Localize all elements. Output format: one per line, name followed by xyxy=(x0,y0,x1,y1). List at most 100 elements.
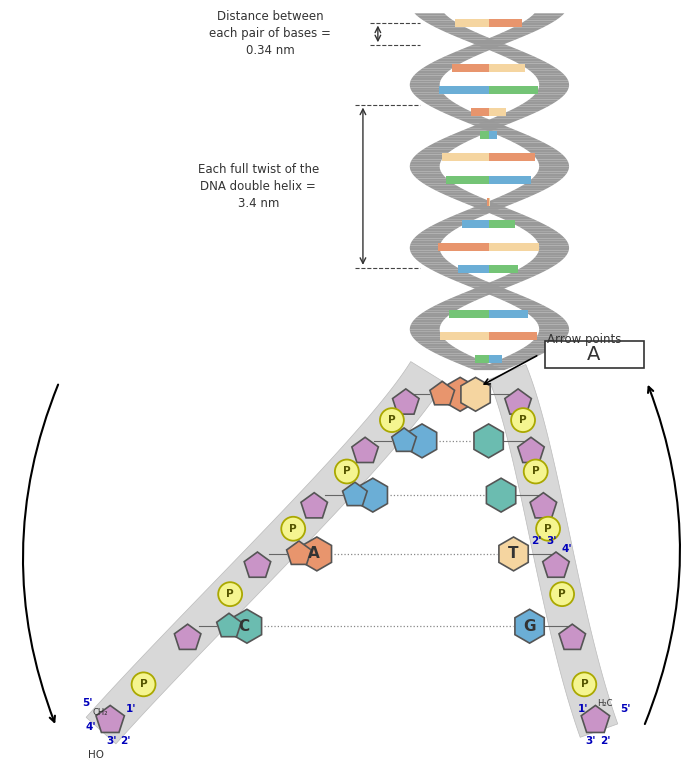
Polygon shape xyxy=(464,39,499,42)
Polygon shape xyxy=(410,246,440,248)
Polygon shape xyxy=(475,367,510,370)
Polygon shape xyxy=(436,272,471,274)
Polygon shape xyxy=(492,360,528,363)
Polygon shape xyxy=(412,336,444,339)
Polygon shape xyxy=(538,88,569,90)
Polygon shape xyxy=(441,192,476,196)
Polygon shape xyxy=(486,282,522,284)
Polygon shape xyxy=(522,265,556,267)
Polygon shape xyxy=(410,164,440,166)
Text: C: C xyxy=(238,619,250,634)
Bar xyxy=(489,243,539,251)
Polygon shape xyxy=(423,346,457,349)
Polygon shape xyxy=(462,47,498,49)
Polygon shape xyxy=(440,138,475,140)
Polygon shape xyxy=(493,133,528,136)
Polygon shape xyxy=(535,239,567,241)
Polygon shape xyxy=(422,66,456,69)
Bar xyxy=(480,131,489,139)
Polygon shape xyxy=(480,284,516,286)
Polygon shape xyxy=(532,317,565,320)
Polygon shape xyxy=(504,138,539,140)
Polygon shape xyxy=(462,209,498,212)
Polygon shape xyxy=(530,71,563,73)
Polygon shape xyxy=(530,493,556,518)
Polygon shape xyxy=(412,239,444,241)
Polygon shape xyxy=(536,172,568,174)
Polygon shape xyxy=(233,609,262,643)
Polygon shape xyxy=(498,114,533,116)
Text: A: A xyxy=(308,547,320,561)
Polygon shape xyxy=(486,37,521,39)
Polygon shape xyxy=(519,64,553,66)
Polygon shape xyxy=(435,303,470,306)
Polygon shape xyxy=(417,97,450,99)
Polygon shape xyxy=(538,169,569,172)
Polygon shape xyxy=(301,493,327,518)
Polygon shape xyxy=(426,145,460,147)
Polygon shape xyxy=(504,300,538,303)
Polygon shape xyxy=(463,121,499,123)
Polygon shape xyxy=(503,192,538,196)
Polygon shape xyxy=(457,282,493,284)
Polygon shape xyxy=(419,343,453,346)
Text: T: T xyxy=(509,547,519,561)
Polygon shape xyxy=(581,705,610,732)
Polygon shape xyxy=(518,267,552,270)
Bar xyxy=(489,18,522,27)
Polygon shape xyxy=(498,358,534,360)
Polygon shape xyxy=(537,322,568,325)
Polygon shape xyxy=(463,203,499,205)
Polygon shape xyxy=(445,217,481,219)
Polygon shape xyxy=(480,203,516,205)
Polygon shape xyxy=(411,90,442,92)
Polygon shape xyxy=(414,155,446,157)
Polygon shape xyxy=(487,49,523,52)
Polygon shape xyxy=(440,219,475,222)
Polygon shape xyxy=(493,214,528,217)
Polygon shape xyxy=(446,358,481,360)
Polygon shape xyxy=(503,112,538,114)
Bar xyxy=(458,265,489,273)
Text: 3': 3' xyxy=(585,736,596,746)
Text: H₂C: H₂C xyxy=(597,699,613,708)
Polygon shape xyxy=(513,188,547,190)
Polygon shape xyxy=(475,126,511,129)
Polygon shape xyxy=(430,381,455,405)
Polygon shape xyxy=(435,222,470,224)
Polygon shape xyxy=(436,190,471,192)
Polygon shape xyxy=(535,75,567,78)
Polygon shape xyxy=(392,389,419,414)
Polygon shape xyxy=(522,102,556,104)
Polygon shape xyxy=(446,196,482,198)
Polygon shape xyxy=(424,21,457,23)
Polygon shape xyxy=(486,363,522,365)
Polygon shape xyxy=(514,61,549,64)
Polygon shape xyxy=(529,315,563,317)
Polygon shape xyxy=(410,85,440,88)
Polygon shape xyxy=(527,231,560,233)
Polygon shape xyxy=(473,42,509,45)
Polygon shape xyxy=(539,330,569,332)
Polygon shape xyxy=(504,56,539,59)
Bar xyxy=(471,109,489,116)
Polygon shape xyxy=(502,30,538,32)
Circle shape xyxy=(335,460,358,484)
Polygon shape xyxy=(539,248,569,250)
Polygon shape xyxy=(518,23,552,25)
Polygon shape xyxy=(451,279,487,282)
Polygon shape xyxy=(526,263,559,265)
Polygon shape xyxy=(535,320,567,322)
Polygon shape xyxy=(513,351,548,353)
Polygon shape xyxy=(450,52,486,54)
Polygon shape xyxy=(412,92,444,95)
Polygon shape xyxy=(518,437,544,463)
Polygon shape xyxy=(430,306,465,308)
Bar xyxy=(440,333,489,340)
Polygon shape xyxy=(513,25,547,28)
Polygon shape xyxy=(451,360,486,363)
Polygon shape xyxy=(451,296,486,298)
Text: A: A xyxy=(588,345,601,364)
Polygon shape xyxy=(535,255,567,257)
Polygon shape xyxy=(174,624,201,649)
